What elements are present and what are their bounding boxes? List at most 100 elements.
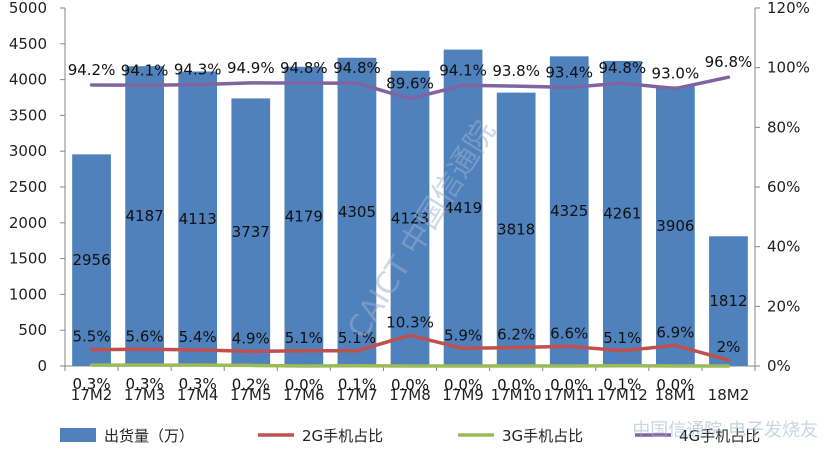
line-data-label: 94.2%: [68, 61, 116, 79]
line-data-label: 94.1%: [439, 61, 487, 79]
line-data-label: 4.9%: [232, 329, 270, 347]
y-left-tick-label: 500: [18, 321, 47, 339]
line-data-label: 93.0%: [652, 65, 700, 83]
line-data-label: 5.1%: [338, 329, 376, 347]
legend-label: 4G手机占比: [679, 427, 760, 445]
line-data-label: 0.0%: [497, 376, 535, 394]
line-data-label: 2%: [717, 338, 741, 356]
series-line-2: [89, 363, 731, 368]
x-tick-label: 18M2: [708, 386, 750, 404]
line-data-label: 0.2%: [232, 375, 270, 393]
line-data-label: 89.6%: [386, 75, 434, 93]
bar: [284, 66, 324, 366]
line-data-label: 5.6%: [126, 327, 164, 345]
x-tick-label: 17M2: [71, 386, 113, 404]
series-line-1: [89, 333, 731, 362]
lines-layer: [89, 75, 731, 368]
y-left-tick-label: 0: [37, 357, 47, 375]
bar-value-label: 4305: [338, 203, 376, 221]
bar-value-label: 3906: [656, 217, 694, 235]
line-data-label: 94.8%: [333, 59, 381, 77]
x-tick-label: 17M11: [544, 386, 595, 404]
bar-value-label: 4261: [603, 204, 641, 222]
x-tick-label: 17M8: [389, 386, 431, 404]
legend-label: 2G手机占比: [302, 427, 383, 445]
y-left-tick-label: 1500: [9, 250, 47, 268]
line-data-label: 0.1%: [338, 376, 376, 394]
y-right-tick-label: 0%: [767, 357, 791, 375]
y-left-tick-label: 5000: [9, 0, 47, 17]
line-data-label: 94.8%: [280, 59, 328, 77]
x-tick-label: 17M3: [124, 386, 166, 404]
legend-label: 3G手机占比: [502, 427, 583, 445]
bar-value-label: 2956: [72, 251, 110, 269]
site-watermark: 中国信通院 电子发烧友: [632, 420, 818, 441]
bar: [496, 92, 536, 367]
bar: [602, 60, 642, 366]
line-data-label: 5.4%: [179, 328, 217, 346]
x-tick-label: 17M5: [230, 386, 272, 404]
x-tick-label: 18M1: [655, 386, 697, 404]
y-right-tick-label: 60%: [767, 178, 800, 196]
legend: 出货量（万） 2G手机占比 3G手机占比 4G手机占比: [60, 427, 760, 445]
x-tick-label: 17M4: [177, 386, 219, 404]
bar: [549, 56, 589, 367]
line-data-label: 5.1%: [285, 329, 323, 347]
line-data-label: 0.0%: [550, 376, 588, 394]
line-data-label: 0.0%: [656, 376, 694, 394]
bar: [178, 71, 218, 366]
bar: [656, 86, 695, 367]
y-right-tick-label: 80%: [767, 118, 800, 136]
line-data-label: 0.0%: [444, 376, 482, 394]
bar: [337, 57, 377, 367]
x-tick-label: 17M6: [283, 386, 325, 404]
line-data-label: 6.6%: [550, 324, 588, 342]
legend-label: 出货量（万）: [104, 427, 194, 445]
y-left-tick-label: 2000: [9, 214, 47, 232]
bars-layer: [72, 49, 748, 367]
line-data-label: 94.9%: [227, 59, 275, 77]
x-tick-label: 17M7: [336, 386, 378, 404]
y-left-tick-label: 4000: [9, 71, 47, 89]
y-right-tick-label: 120%: [767, 0, 810, 17]
line-data-label: 0.0%: [391, 376, 429, 394]
line-data-label: 93.4%: [545, 63, 593, 81]
line-data-label: 6.2%: [497, 326, 535, 344]
bar: [231, 98, 271, 367]
line-data-label: 93.8%: [492, 62, 540, 80]
line-data-label: 94.8%: [598, 59, 646, 77]
y-right-tick-label: 100%: [767, 59, 810, 77]
labels-layer: 2956 4187 4113 3737 4179 4305 4123 4419 3818 4325…: [68, 53, 753, 394]
x-tick-label: 17M12: [597, 386, 648, 404]
bar: [390, 70, 430, 366]
bar-value-label: 3818: [497, 220, 535, 238]
bar-value-label: 4187: [126, 207, 164, 225]
line-data-label: 94.1%: [121, 61, 169, 79]
x-tick-label: 17M10: [491, 386, 542, 404]
x-tick-label: 17M9: [442, 386, 484, 404]
y-right-tick-label: 20%: [767, 297, 800, 315]
line-data-label: 10.3%: [386, 313, 434, 331]
line-data-label: 0.0%: [285, 376, 323, 394]
line-data-label: 94.3%: [174, 61, 222, 79]
bar-value-label: 4123: [391, 209, 429, 227]
line-data-label: 6.9%: [656, 323, 694, 341]
y-left-tick-label: 2500: [9, 178, 47, 196]
bar-value-label: 1812: [709, 292, 747, 310]
line-data-label: 5.9%: [444, 326, 482, 344]
bar-value-label: 3737: [232, 223, 270, 241]
axes-layer: 0 500 1000 1500 2000 2500 3000 3500 4000 4500 5000…: [9, 0, 810, 404]
line-data-label: 96.8%: [705, 53, 753, 71]
y-left-tick-label: 4500: [9, 35, 47, 53]
line-data-label: 5.5%: [72, 328, 110, 346]
line-data-label: 0.3%: [179, 375, 217, 393]
bar-value-label: 4179: [285, 207, 323, 225]
bar: [125, 66, 164, 366]
series-line-3: [89, 75, 731, 101]
bar-value-label: 4419: [444, 199, 482, 217]
y-right-tick-label: 40%: [767, 238, 800, 256]
legend-swatch-bar: [60, 428, 96, 442]
y-left-tick-label: 3500: [9, 106, 47, 124]
